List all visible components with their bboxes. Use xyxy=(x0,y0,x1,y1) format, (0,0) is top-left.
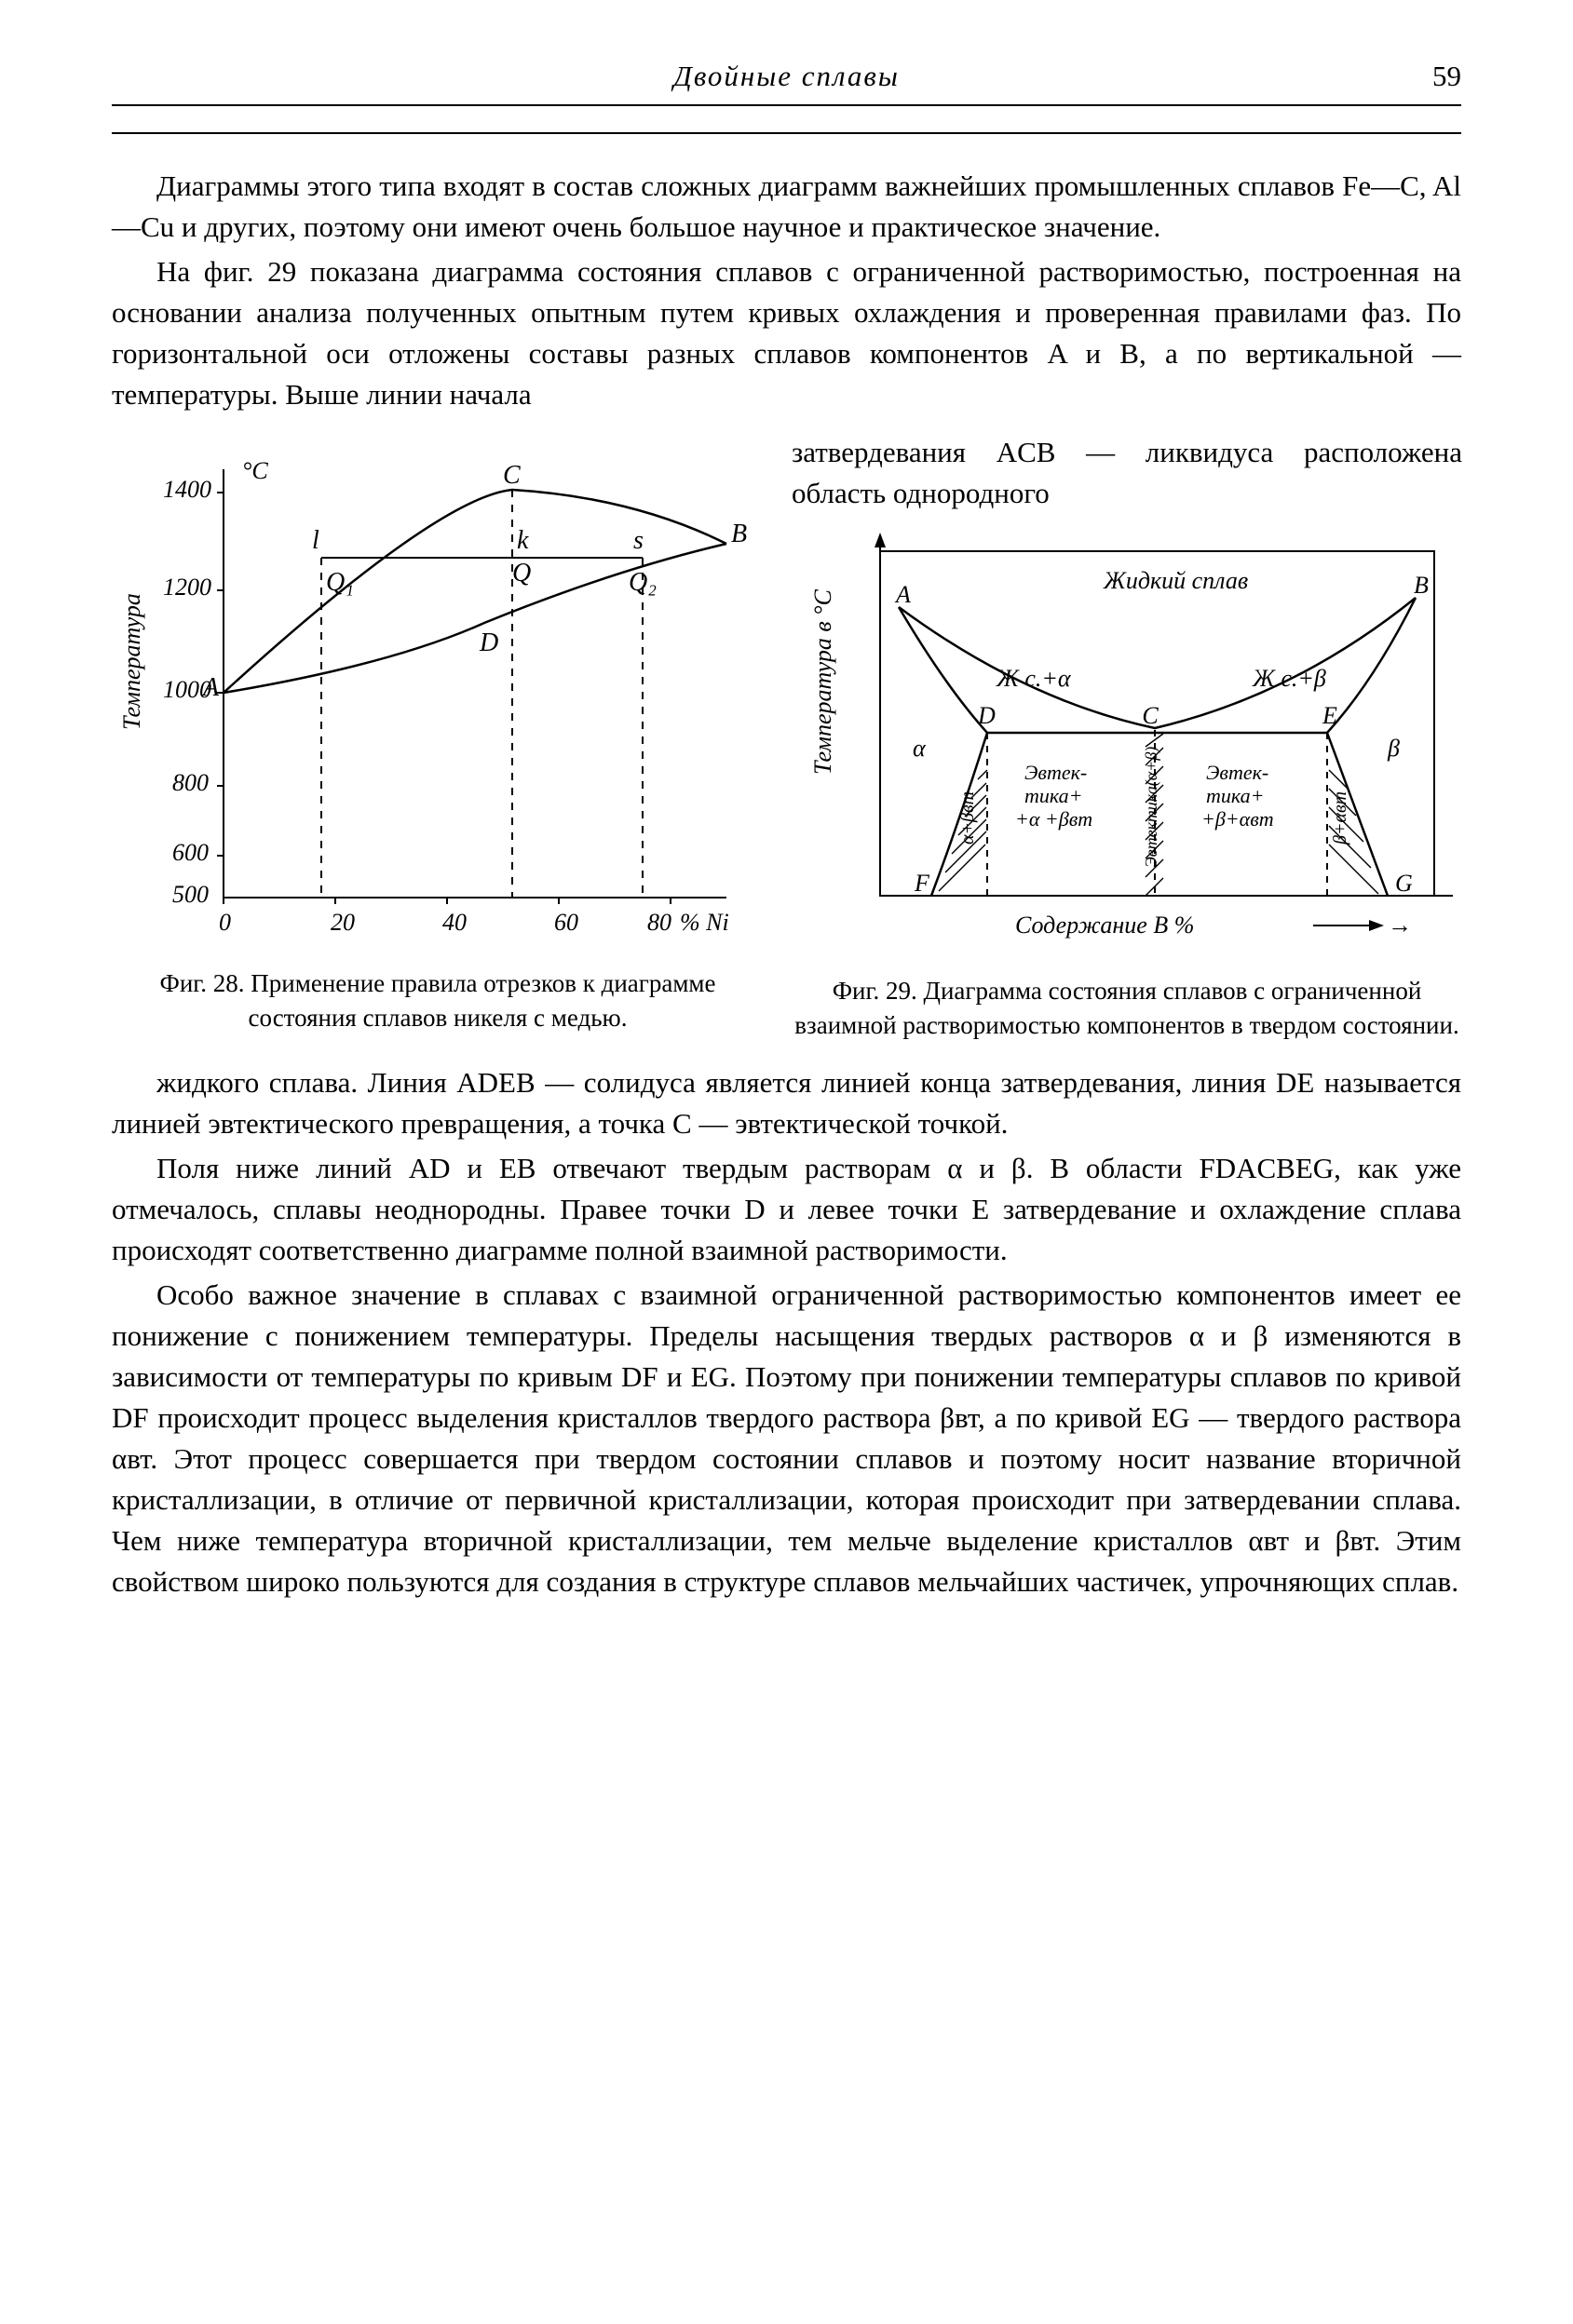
svg-text:α: α xyxy=(913,735,927,762)
para-2: На фиг. 29 показана диаграмма состояния … xyxy=(112,251,1461,415)
svg-text:→: → xyxy=(1388,912,1412,939)
svg-text:B: B xyxy=(731,520,747,548)
svg-text:1200: 1200 xyxy=(163,574,211,601)
svg-text:F: F xyxy=(914,870,930,897)
svg-text:C: C xyxy=(1142,702,1159,729)
running-header: Двойные сплавы 59 xyxy=(112,56,1461,106)
svg-text:60: 60 xyxy=(554,909,578,936)
figure-29-caption: Фиг. 29. Диаграмма состояния сплавов с о… xyxy=(792,974,1462,1042)
figure-28-caption: Фиг. 28. Применение правила отрезков к д… xyxy=(112,966,764,1034)
running-title: Двойные сплавы xyxy=(168,56,1405,97)
svg-text:A: A xyxy=(201,673,220,702)
svg-text:тика+: тика+ xyxy=(1206,784,1264,807)
svg-text:D: D xyxy=(977,702,996,729)
svg-text:800: 800 xyxy=(172,769,209,796)
svg-text:40: 40 xyxy=(442,909,467,936)
svg-text:Q₁: Q₁ xyxy=(326,568,354,597)
svg-text:1400: 1400 xyxy=(163,476,211,503)
svg-text:E: E xyxy=(1322,702,1337,729)
svg-text:Температура в °C: Температура в °C xyxy=(809,589,836,776)
figure-row: °C 1400 1200 1000 800 600 500 0 20 40 60… xyxy=(112,432,1461,1042)
svg-text:80: 80 xyxy=(647,909,671,936)
svg-text:B: B xyxy=(1414,572,1429,599)
svg-text:% Ni: % Ni xyxy=(680,909,729,936)
para-5: Особо важное значение в сплавах с взаимн… xyxy=(112,1275,1461,1602)
svg-text:l: l xyxy=(312,526,319,555)
svg-text:Температура: Температура xyxy=(118,593,145,730)
svg-text:A: A xyxy=(894,581,911,608)
para-1: Диаграммы этого типа входят в состав сло… xyxy=(112,166,1461,248)
svg-text:D: D xyxy=(479,628,498,657)
svg-text:тика+: тика+ xyxy=(1024,784,1082,807)
svg-text:G: G xyxy=(1395,870,1413,897)
svg-text:0: 0 xyxy=(219,909,231,936)
svg-text:C: C xyxy=(503,461,521,490)
svg-text:20: 20 xyxy=(331,909,355,936)
svg-text:°C: °C xyxy=(242,457,268,484)
svg-text:Жидкий сплав: Жидкий сплав xyxy=(1103,567,1248,594)
svg-text:+α +βвт: +α +βвт xyxy=(1015,807,1092,831)
svg-text:Q: Q xyxy=(512,559,531,588)
svg-text:Содержание B %: Содержание B % xyxy=(1015,912,1194,939)
figure-29-svg: Температура в °C xyxy=(792,523,1462,961)
svg-text:Эвтектика(α+β): Эвтектика(α+β) xyxy=(1142,747,1161,868)
figure-28-block: °C 1400 1200 1000 800 600 500 0 20 40 60… xyxy=(112,432,764,1034)
svg-text:600: 600 xyxy=(172,839,209,866)
svg-text:β: β xyxy=(1387,735,1400,762)
svg-text:500: 500 xyxy=(172,881,209,908)
svg-text:Эвтек-: Эвтек- xyxy=(1024,761,1087,784)
svg-text:k: k xyxy=(517,526,529,555)
para-4: Поля ниже линий AD и EB отвечают твердым… xyxy=(112,1148,1461,1271)
svg-text:Ж с.+α: Ж с.+α xyxy=(996,665,1072,692)
page: Двойные сплавы 59 Диаграммы этого типа в… xyxy=(0,0,1573,2324)
page-number: 59 xyxy=(1405,56,1461,97)
svg-text:s: s xyxy=(633,526,644,555)
right-column: затвердевания ACB — ликвидуса расположен… xyxy=(792,432,1462,1042)
para-2-side: затвердевания ACB — ликвидуса расположен… xyxy=(792,432,1462,514)
header-rule xyxy=(112,132,1461,134)
svg-text:Ж с.+β: Ж с.+β xyxy=(1252,665,1326,692)
svg-text:Эвтек-: Эвтек- xyxy=(1206,761,1268,784)
svg-text:+β+αвт: +β+αвт xyxy=(1201,807,1274,831)
para-3: жидкого сплава. Линия ADEB — солидуса яв… xyxy=(112,1062,1461,1144)
svg-text:Q₂: Q₂ xyxy=(629,568,657,597)
svg-text:α+βвт: α+βвт xyxy=(957,791,978,844)
svg-text:β+αвт: β+αвт xyxy=(1330,791,1350,845)
figure-28-svg: °C 1400 1200 1000 800 600 500 0 20 40 60… xyxy=(112,432,764,953)
